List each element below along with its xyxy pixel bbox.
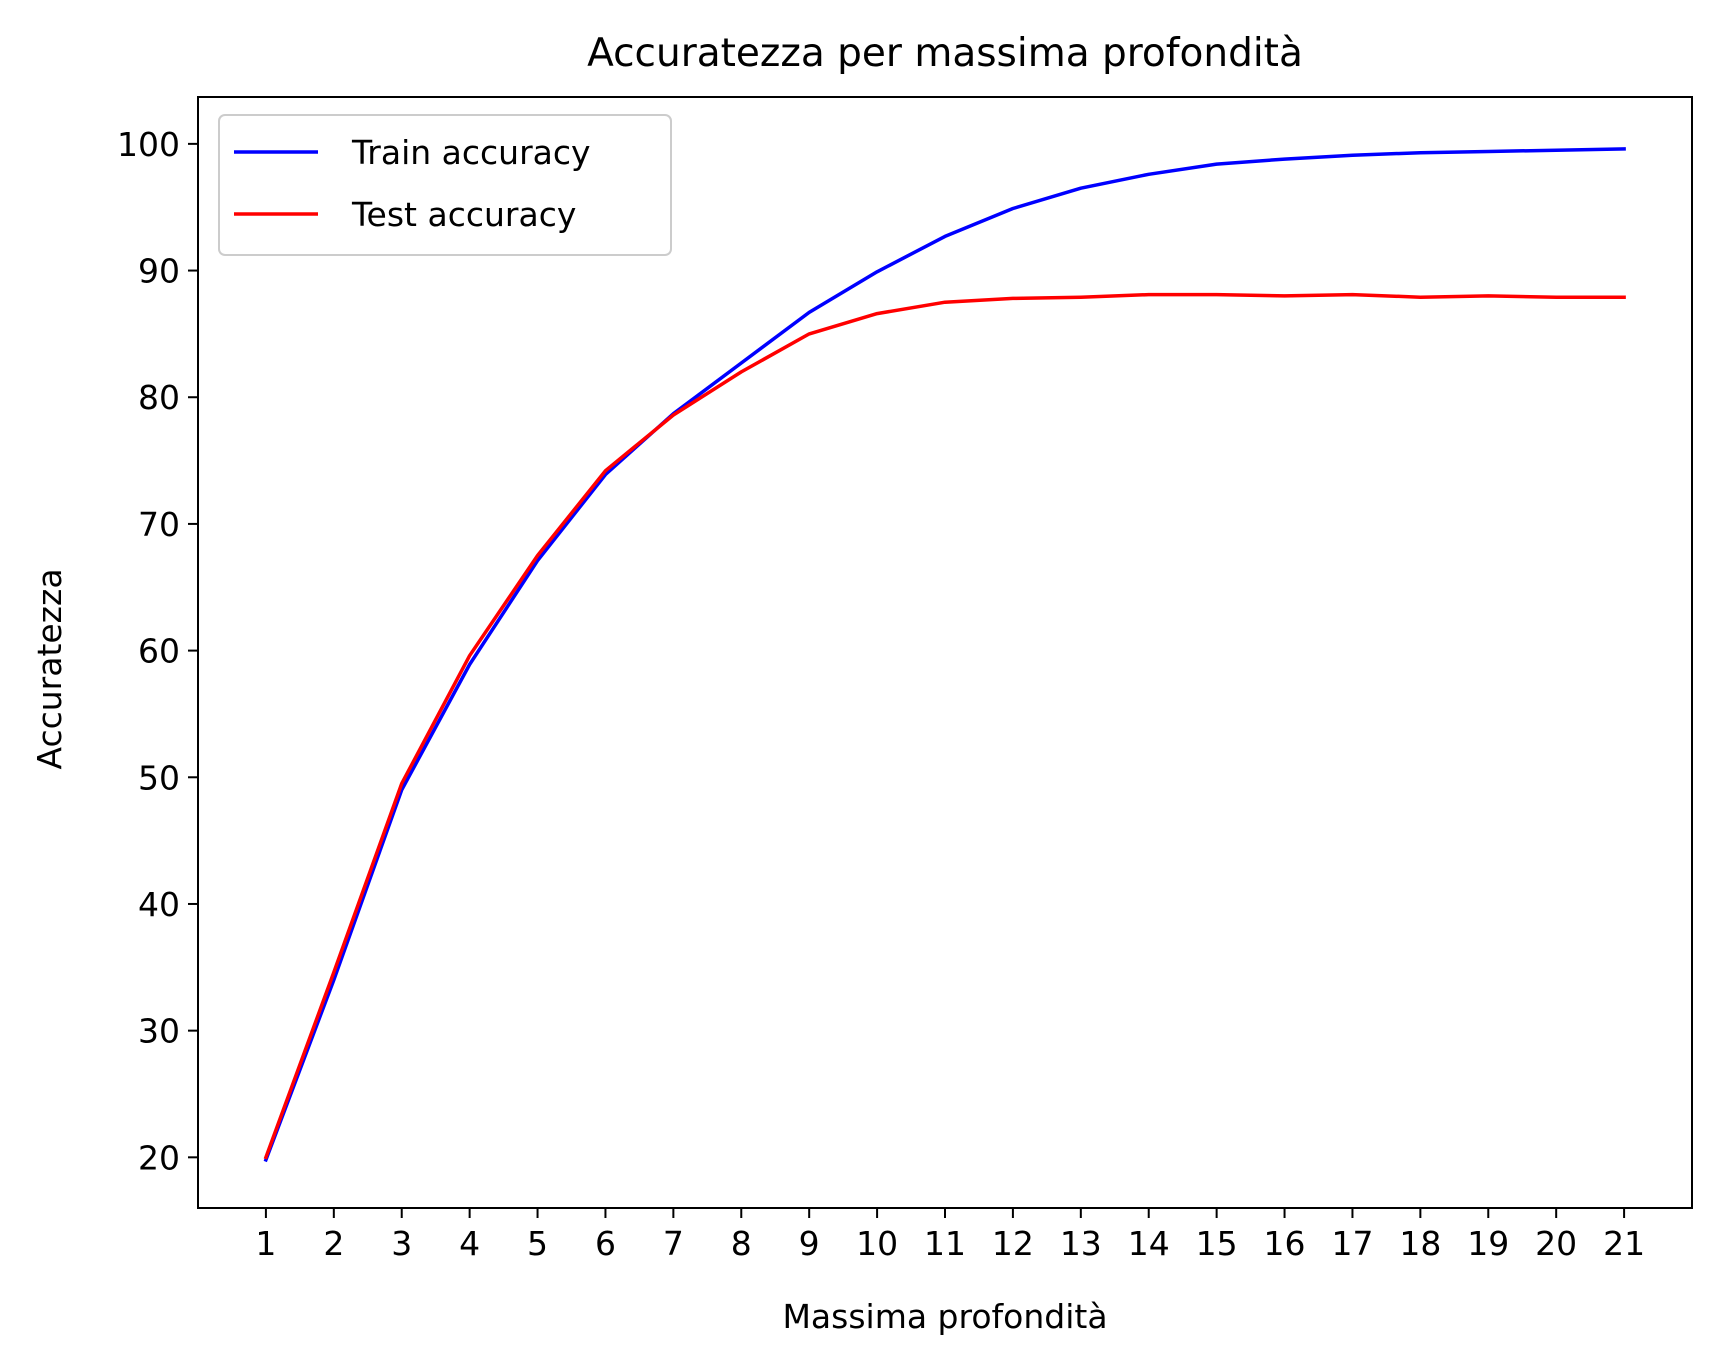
x-axis: 1 2 3 4 5 6 7 8 9 10 11 12 13 14 15 16 17 18 19 20 21 — [255, 1208, 1645, 1263]
y-tick-label: 60 — [138, 632, 180, 671]
x-tick-label: 3 — [391, 1224, 412, 1263]
legend: Train accuracy Test accuracy — [218, 114, 672, 256]
x-tick-label: 8 — [731, 1224, 752, 1263]
x-tick-label: 11 — [924, 1224, 966, 1263]
y-tick-label: 90 — [138, 252, 180, 291]
legend-label: Test accuracy — [351, 195, 576, 234]
x-tick-label: 10 — [856, 1224, 898, 1263]
y-axis: 20 30 40 50 60 70 80 90 100 — [117, 125, 198, 1177]
x-tick-label: 6 — [595, 1224, 616, 1263]
x-tick-label: 21 — [1603, 1224, 1645, 1263]
x-tick-label: 13 — [1060, 1224, 1102, 1263]
x-tick-label: 7 — [663, 1224, 684, 1263]
x-tick-label: 15 — [1196, 1224, 1238, 1263]
y-axis-label: Accuratezza — [30, 568, 69, 769]
x-tick-label: 18 — [1399, 1224, 1441, 1263]
x-tick-label: 19 — [1467, 1224, 1509, 1263]
x-axis-label: Massima profondità — [782, 1297, 1107, 1336]
y-tick-label: 20 — [138, 1138, 180, 1177]
x-tick-label: 16 — [1264, 1224, 1306, 1263]
y-tick-label: 30 — [138, 1012, 180, 1051]
series-line-test-accuracy — [263, 292, 1626, 1160]
x-tick-label: 9 — [799, 1224, 820, 1263]
x-tick-label: 14 — [1128, 1224, 1170, 1263]
x-tick-label: 20 — [1535, 1224, 1577, 1263]
x-tick-label: 5 — [527, 1224, 548, 1263]
series-layer — [263, 147, 1626, 1163]
x-tick-label: 4 — [459, 1224, 480, 1263]
chart-title: Accuratezza per massima profondità — [587, 31, 1303, 76]
legend-box — [218, 114, 672, 256]
x-tick-label: 12 — [992, 1224, 1034, 1263]
plot-frame — [197, 96, 1693, 1209]
y-tick-label: 50 — [138, 758, 180, 797]
legend-label: Train accuracy — [351, 133, 591, 172]
x-tick-label: 17 — [1331, 1224, 1373, 1263]
series-line-train-accuracy — [263, 147, 1626, 1163]
y-tick-label: 70 — [138, 505, 180, 544]
y-tick-label: 40 — [138, 885, 180, 924]
x-tick-label: 2 — [323, 1224, 344, 1263]
y-tick-label: 80 — [138, 378, 180, 417]
y-tick-label: 100 — [117, 125, 180, 164]
x-tick-label: 1 — [255, 1224, 276, 1263]
